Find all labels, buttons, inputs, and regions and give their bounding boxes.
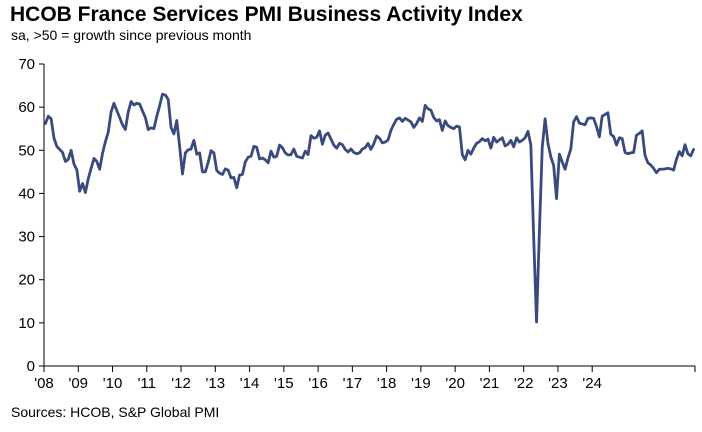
chart-source: Sources: HCOB, S&P Global PMI — [11, 404, 220, 420]
x-axis: '08 '09 '10 '11 '12 '13 '14 '15 '16 '17 '18 '19 '20 '… — [34, 365, 696, 392]
y-tick-label: 30 — [18, 229, 35, 246]
x-tick-label: '09 — [68, 375, 88, 392]
x-tick-label: '12 — [171, 375, 191, 392]
x-tick-label: '24 — [582, 375, 602, 392]
y-tick-label: 10 — [18, 315, 35, 332]
x-tick-label: '16 — [308, 375, 328, 392]
y-tick-label: 50 — [18, 142, 35, 159]
x-tick-label: '19 — [411, 375, 431, 392]
x-tick-label: '11 — [138, 375, 156, 392]
x-tick-label: '17 — [343, 375, 363, 392]
x-tick-label: '10 — [103, 375, 123, 392]
x-tick-label: '14 — [240, 375, 260, 392]
x-tick-label: '18 — [377, 375, 397, 392]
y-tick-label: 60 — [18, 99, 35, 116]
y-axis: 0 10 20 30 40 50 60 70 — [18, 56, 45, 375]
x-tick-label: '23 — [548, 375, 568, 392]
x-tick-label: '08 — [34, 375, 54, 392]
series-layer — [44, 92, 695, 324]
x-tick-label: '22 — [514, 375, 534, 392]
series-line — [44, 92, 695, 324]
x-tick-label: '20 — [445, 375, 465, 392]
x-tick-label: '13 — [206, 375, 226, 392]
y-tick-label: 70 — [18, 56, 35, 73]
chart-title: HCOB France Services PMI Business Activi… — [10, 3, 523, 26]
x-tick-label: '15 — [274, 375, 294, 392]
y-tick-label: 40 — [18, 185, 35, 202]
y-tick-label: 0 — [27, 358, 35, 375]
chart-subtitle: sa, >50 = growth since previous month — [11, 27, 252, 43]
y-tick-label: 20 — [18, 272, 35, 289]
x-tick-label: '21 — [480, 375, 500, 392]
